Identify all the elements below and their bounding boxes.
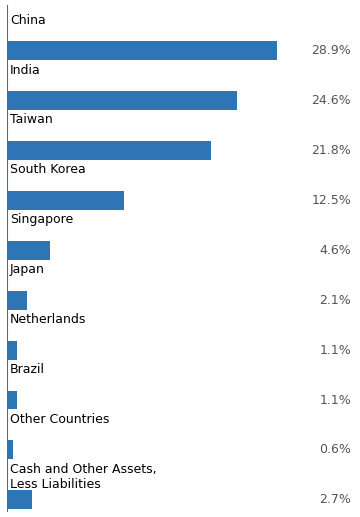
Bar xyxy=(7,440,13,460)
Text: South Korea: South Korea xyxy=(10,163,86,176)
Bar xyxy=(7,191,124,210)
Bar xyxy=(7,41,277,60)
Bar xyxy=(7,141,211,160)
Text: Netherlands: Netherlands xyxy=(10,313,86,326)
Text: Other Countries: Other Countries xyxy=(10,413,109,426)
Text: India: India xyxy=(10,64,41,77)
Bar xyxy=(7,490,32,509)
Text: 0.6%: 0.6% xyxy=(319,444,351,457)
Text: 4.6%: 4.6% xyxy=(319,244,351,257)
Text: Japan: Japan xyxy=(10,263,45,276)
Bar xyxy=(7,291,27,310)
Text: Cash and Other Assets,
Less Liabilities: Cash and Other Assets, Less Liabilities xyxy=(10,463,157,491)
Text: Taiwan: Taiwan xyxy=(10,114,53,127)
Bar xyxy=(7,241,50,260)
Text: 2.7%: 2.7% xyxy=(319,493,351,506)
Text: Brazil: Brazil xyxy=(10,363,45,376)
Bar xyxy=(7,390,18,409)
Text: Singapore: Singapore xyxy=(10,214,73,226)
Text: 28.9%: 28.9% xyxy=(311,44,351,57)
Text: 21.8%: 21.8% xyxy=(311,144,351,157)
Bar xyxy=(7,341,18,360)
Bar xyxy=(7,91,237,110)
Text: 24.6%: 24.6% xyxy=(311,94,351,107)
Text: China: China xyxy=(10,13,46,27)
Text: 2.1%: 2.1% xyxy=(319,294,351,307)
Text: 1.1%: 1.1% xyxy=(319,344,351,357)
Text: 1.1%: 1.1% xyxy=(319,393,351,406)
Text: 12.5%: 12.5% xyxy=(311,194,351,207)
